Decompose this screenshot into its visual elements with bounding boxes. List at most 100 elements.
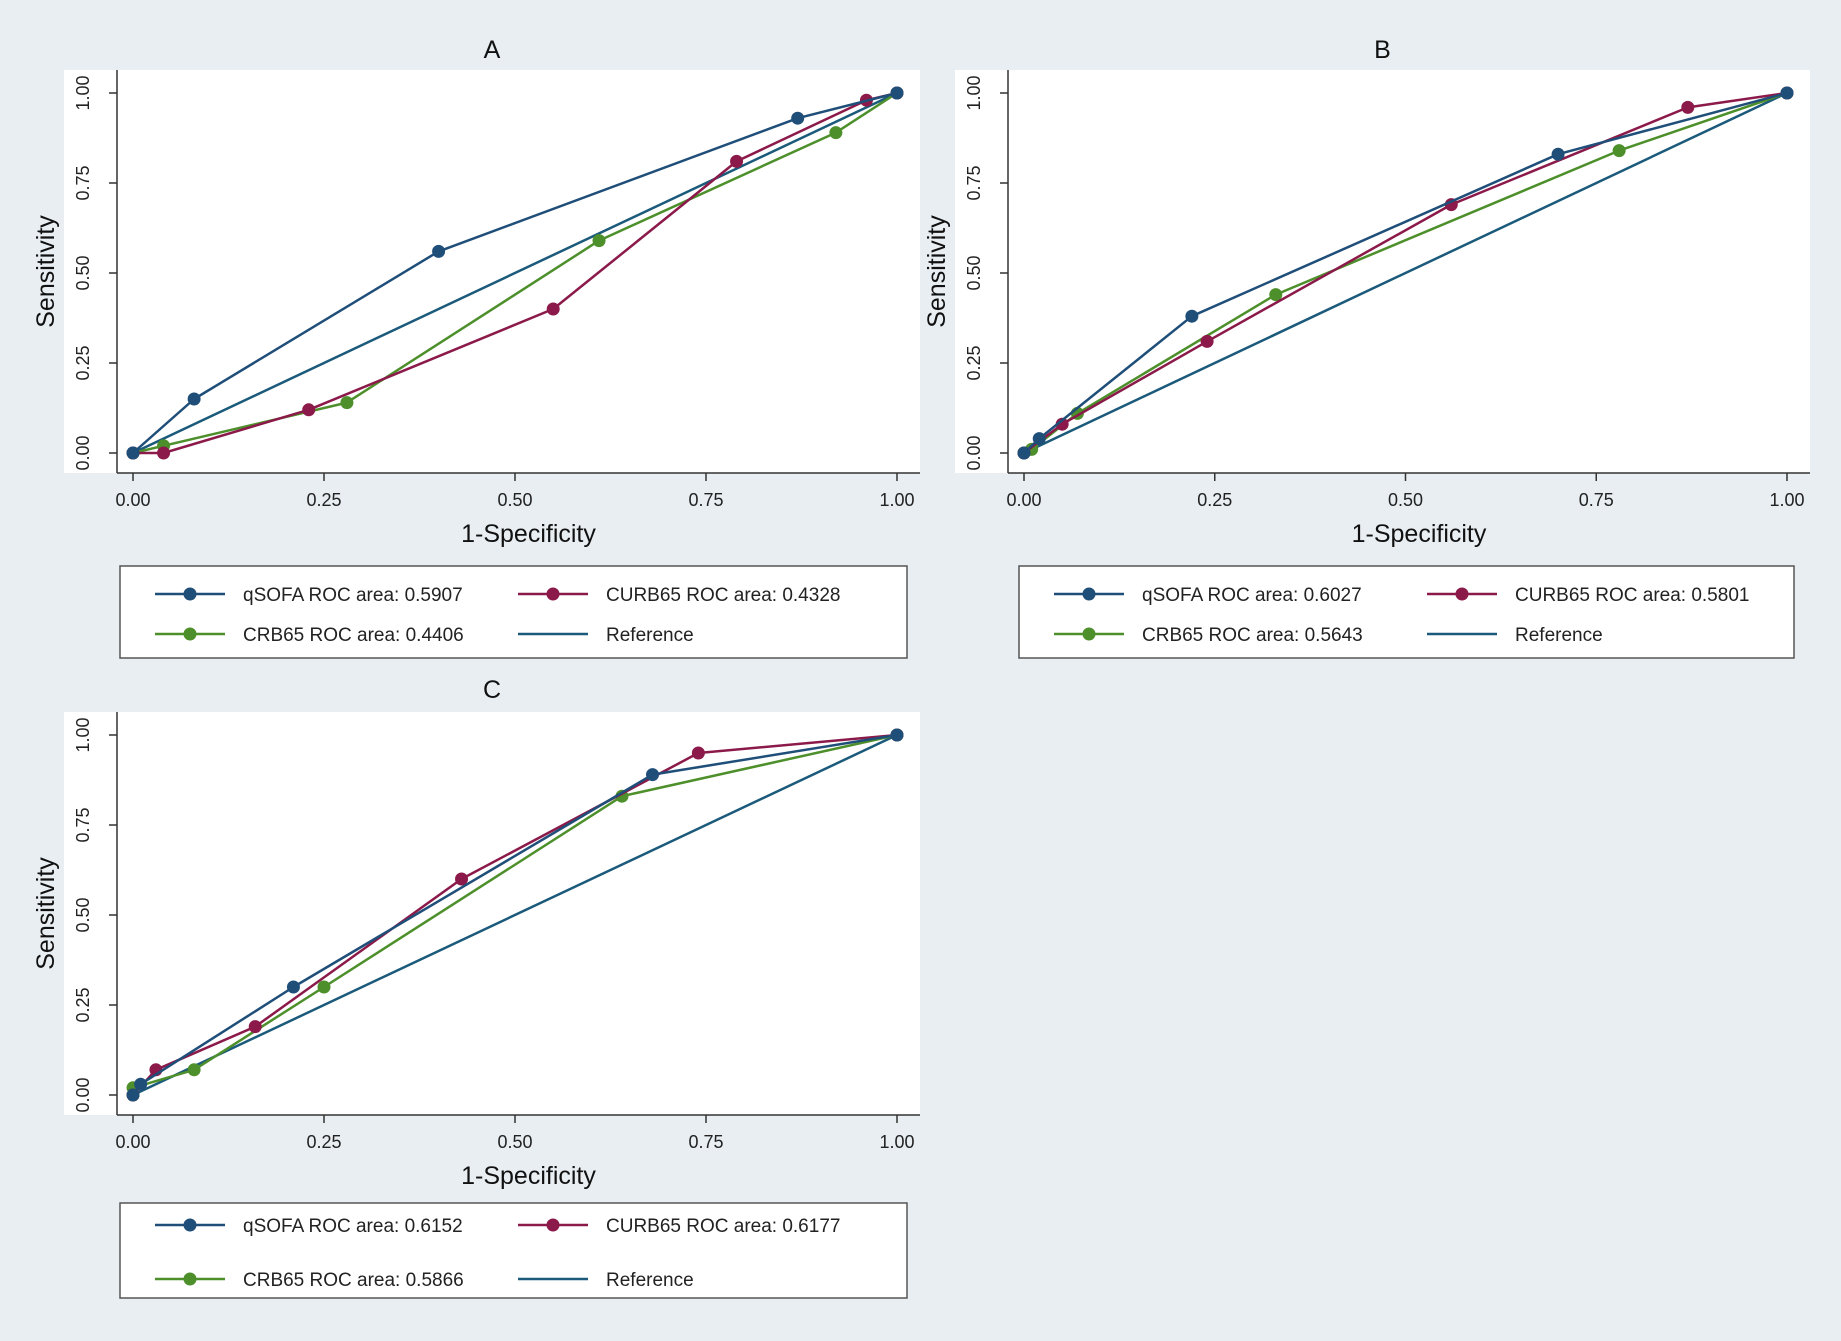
data-point-crb65: [1612, 144, 1626, 158]
legend: qSOFA ROC area: 0.5907 CURB65 ROC area: 0…: [119, 565, 908, 659]
y-tick-label: 1.00: [964, 75, 984, 110]
y-tick-label: 0.75: [73, 165, 93, 200]
legend-key-marker-qsofa: [183, 1218, 197, 1232]
data-point-curb65: [730, 154, 744, 168]
legend-box: [1018, 565, 1795, 659]
y-tick-label: 0.25: [73, 345, 93, 380]
panel-title: A: [484, 36, 501, 64]
data-point-qsofa: [890, 728, 904, 742]
x-tick-label: 0.50: [1388, 490, 1423, 510]
legend-label-curb65: CURB65 ROC area: 0.5801: [1515, 585, 1749, 606]
legend-label-reference: Reference: [606, 1270, 694, 1291]
y-tick-label: 0.25: [73, 987, 93, 1022]
x-axis-title: 1-Specificity: [461, 1162, 596, 1190]
roc-panel-a: 0.00 0.25 0.50 0.75 1.00 0.00 0.25 0.50 0.75 1.00…: [32, 36, 920, 659]
series-line-reference: [132, 91, 898, 455]
data-point-qsofa: [1032, 432, 1046, 446]
series-line-reference: [132, 733, 898, 1097]
y-axis-title: Sensitivity: [923, 215, 951, 328]
data-point-curb65: [691, 746, 705, 760]
y-tick-label: 1.00: [73, 717, 93, 752]
series-line-curb65: [1023, 91, 1788, 454]
y-tick-label: 1.00: [73, 75, 93, 110]
y-tick-label: 0.75: [964, 165, 984, 200]
legend-label-qsofa: qSOFA ROC area: 0.5907: [243, 585, 463, 606]
legend-label-qsofa: qSOFA ROC area: 0.6027: [1142, 585, 1362, 606]
legend-key-marker-crb65: [1082, 627, 1096, 641]
data-point-curb65: [157, 446, 171, 460]
data-point-qsofa: [432, 244, 446, 258]
panel-title: C: [483, 676, 501, 704]
data-point-curb65: [1055, 417, 1069, 431]
x-tick-label: 0.75: [688, 490, 723, 510]
legend-box: [119, 1202, 908, 1299]
legend-label-crb65: CRB65 ROC area: 0.4406: [243, 625, 464, 646]
x-axis-title: 1-Specificity: [461, 520, 596, 548]
data-point-curb65: [1200, 334, 1214, 348]
legend-key-marker-crb65: [183, 1272, 197, 1286]
y-tick-label: 0.50: [73, 255, 93, 290]
y-axis-title: Sensitivity: [32, 215, 60, 328]
legend-label-crb65: CRB65 ROC area: 0.5643: [1142, 625, 1363, 646]
legend: qSOFA ROC area: 0.6027 CURB65 ROC area: 0…: [1018, 565, 1795, 659]
data-point-crb65: [1269, 288, 1283, 302]
x-tick-label: 0.00: [115, 490, 150, 510]
data-point-qsofa: [134, 1077, 148, 1091]
data-point-crb65: [187, 1063, 201, 1077]
legend-label-reference: Reference: [606, 625, 694, 646]
roc-panel-c: 0.00 0.25 0.50 0.75 1.00 0.00 0.25 0.50 0.75 1.00…: [32, 676, 920, 1299]
legend-key-marker-crb65: [183, 627, 197, 641]
plot-background: [955, 70, 1810, 473]
x-tick-label: 0.50: [497, 490, 532, 510]
data-point-qsofa: [646, 768, 660, 782]
x-tick-label: 0.75: [1579, 490, 1614, 510]
x-tick-label: 1.00: [1769, 490, 1804, 510]
data-point-qsofa: [1017, 446, 1031, 460]
y-tick-label: 0.00: [73, 435, 93, 470]
data-point-crb65: [592, 234, 606, 248]
x-tick-label: 0.25: [306, 1132, 341, 1152]
x-tick-label: 1.00: [879, 490, 914, 510]
y-tick-label: 0.00: [964, 435, 984, 470]
legend-key-marker-qsofa: [1082, 587, 1096, 601]
legend-label-reference: Reference: [1515, 625, 1603, 646]
data-point-qsofa: [791, 111, 805, 125]
data-point-crb65: [340, 396, 354, 410]
x-tick-label: 0.00: [1006, 490, 1041, 510]
data-point-qsofa: [890, 86, 904, 100]
x-tick-label: 1.00: [879, 1132, 914, 1152]
legend-label-curb65: CURB65 ROC area: 0.6177: [606, 1216, 840, 1237]
data-point-curb65: [248, 1020, 262, 1034]
legend-key-marker-qsofa: [183, 587, 197, 601]
data-point-qsofa: [1780, 86, 1794, 100]
data-point-qsofa: [286, 980, 300, 994]
legend-key-marker-curb65: [1455, 587, 1469, 601]
data-point-qsofa: [126, 1088, 140, 1102]
plot-background: [64, 70, 920, 473]
x-tick-label: 0.25: [1197, 490, 1232, 510]
panel-title: B: [1374, 36, 1391, 64]
data-point-qsofa: [1551, 147, 1565, 161]
y-tick-label: 0.75: [73, 807, 93, 842]
x-tick-label: 0.25: [306, 490, 341, 510]
y-axis-title: Sensitivity: [32, 857, 60, 970]
y-tick-label: 0.00: [73, 1077, 93, 1112]
data-point-qsofa: [187, 392, 201, 406]
y-tick-label: 0.25: [964, 345, 984, 380]
data-point-crb65: [829, 126, 843, 140]
roc-panel-b: 0.00 0.25 0.50 0.75 1.00 0.00 0.25 0.50 0.75 1.00…: [923, 36, 1810, 659]
data-point-crb65: [317, 980, 331, 994]
data-point-curb65: [546, 302, 560, 316]
legend-key-marker-curb65: [546, 1218, 560, 1232]
data-point-curb65: [302, 403, 316, 417]
data-point-qsofa: [126, 446, 140, 460]
x-tick-label: 0.75: [688, 1132, 723, 1152]
x-axis-title: 1-Specificity: [1352, 520, 1487, 548]
series-line-reference: [1023, 91, 1788, 455]
data-point-curb65: [455, 872, 469, 886]
legend-label-curb65: CURB65 ROC area: 0.4328: [606, 585, 840, 606]
x-tick-label: 0.50: [497, 1132, 532, 1152]
legend-label-qsofa: qSOFA ROC area: 0.6152: [243, 1216, 463, 1237]
